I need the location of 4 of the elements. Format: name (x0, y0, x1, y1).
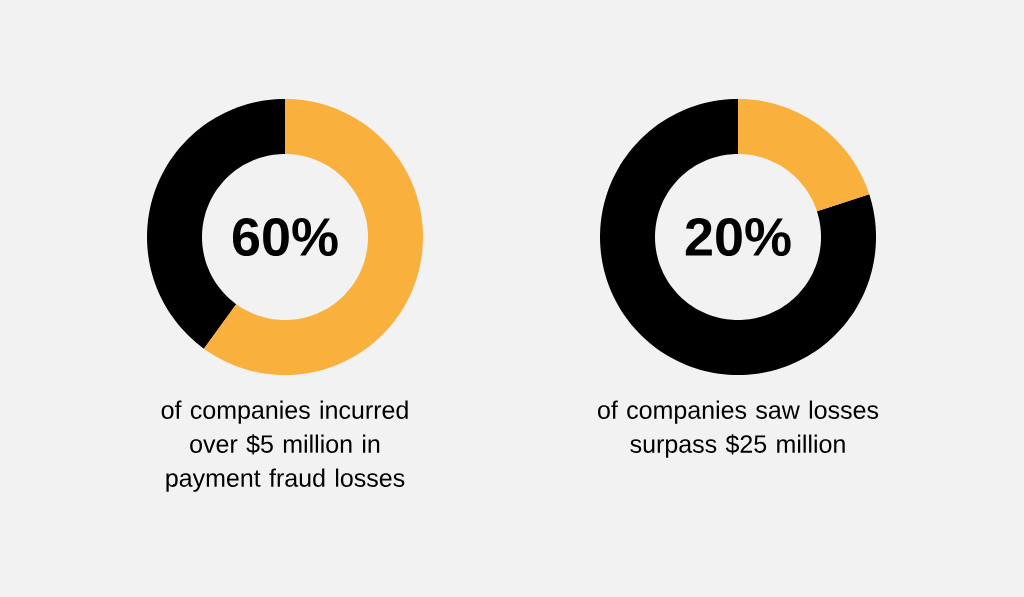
text: 60% (232, 217, 338, 257)
text: 20% (685, 217, 791, 257)
text: of companies saw losses surpass $25 million (598, 400, 879, 458)
text: of companies incurred over $5 million in payment fraud losses (161, 400, 408, 492)
